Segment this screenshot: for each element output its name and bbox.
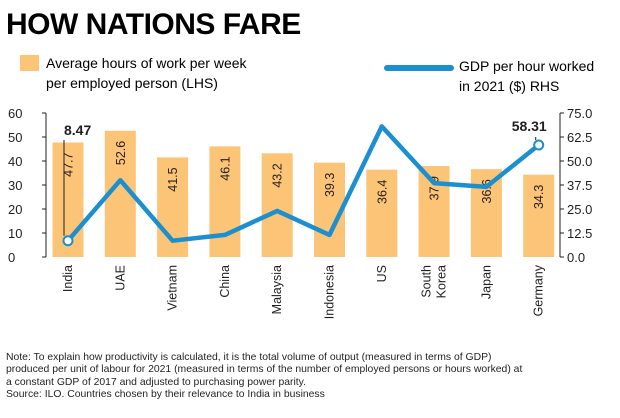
legend-bar-swatch	[20, 55, 39, 71]
legend-bar-label-1: Average hours of work per week	[46, 55, 248, 71]
right-axis: 0.0 12.5 25.0 37.5 50.0 62.5 75.0	[559, 106, 592, 265]
category-label: Vietnam	[166, 265, 180, 311]
category-label: Korea	[435, 265, 449, 298]
left-axis: 0 10 20 30 40 50 60	[8, 106, 47, 265]
right-tick-label: 0.0	[567, 250, 585, 265]
legend-bar-label-2: per employed person (LHS)	[46, 75, 218, 91]
bar	[366, 169, 398, 257]
legend: Average hours of work per week per emplo…	[20, 55, 594, 94]
bar-value-label: 34.3	[532, 185, 546, 209]
bar	[470, 169, 502, 257]
left-tick-label: 30	[8, 178, 22, 193]
category-label: Germany	[532, 264, 546, 316]
category-label: China	[218, 265, 232, 298]
bars	[52, 130, 555, 257]
note-line-3: a constant GDP of 2017 and adjusted to p…	[6, 376, 306, 388]
right-tick-label: 50.0	[567, 154, 592, 169]
bar-value-label: 39.3	[323, 173, 337, 197]
gdp-line	[65, 124, 541, 243]
category-label: Japan	[479, 265, 493, 299]
bar-value-label: 52.6	[114, 141, 128, 165]
right-tick-label: 62.5	[567, 130, 592, 145]
footnote: Note: To explain how productivity is cal…	[6, 352, 614, 401]
source-line: Source: ILO. Countries chosen by their r…	[6, 388, 325, 400]
bar-value-label: 43.2	[271, 163, 285, 187]
line-end-marker	[533, 139, 545, 151]
right-tick-label: 12.5	[567, 226, 592, 241]
left-tick-label: 50	[8, 130, 22, 145]
note-line-1: Note: To explain how productivity is cal…	[6, 352, 492, 363]
right-tick-label: 75.0	[567, 106, 592, 121]
bar-value-label: 46.1	[218, 156, 232, 180]
bar-value-label: 36.4	[375, 180, 389, 204]
bar	[261, 153, 293, 257]
right-tick-label: 37.5	[567, 178, 592, 193]
category-label: Indonesia	[323, 265, 337, 319]
bar	[523, 174, 555, 257]
category-label: US	[375, 265, 389, 282]
line-end-marker	[62, 235, 74, 247]
annotation-label: 58.31	[512, 118, 547, 134]
annotation-label: 8.47	[64, 122, 91, 138]
left-tick-label: 40	[8, 154, 22, 169]
chart: HOW NATIONS FARE Average hours of work p…	[6, 8, 594, 319]
bar	[209, 146, 241, 257]
left-tick-label: 20	[8, 202, 22, 217]
bar-value-label: 41.5	[166, 167, 180, 191]
left-tick-label: 60	[8, 106, 22, 121]
annotations: 8.47 58.31	[62, 118, 547, 247]
category-labels: India UAE Vietnam China Malaysia Indonesia US S…	[61, 264, 546, 319]
left-tick-label: 10	[8, 226, 22, 241]
legend-line-label-2: in 2021 ($) RHS	[459, 78, 559, 94]
category-label: India	[61, 265, 75, 292]
bar-value-label: 47.7	[62, 152, 76, 176]
left-tick-label: 0	[8, 250, 15, 265]
category-label: Malaysia	[270, 265, 284, 314]
line-series	[65, 124, 541, 243]
category-label: South	[420, 265, 434, 298]
right-tick-label: 25.0	[567, 202, 592, 217]
note-line-2: produced per unit of labour for 2021 (me…	[6, 364, 523, 376]
chart-title: HOW NATIONS FARE	[6, 8, 301, 41]
legend-line-label-1: GDP per hour worked	[459, 58, 594, 74]
category-label: UAE	[113, 265, 127, 291]
